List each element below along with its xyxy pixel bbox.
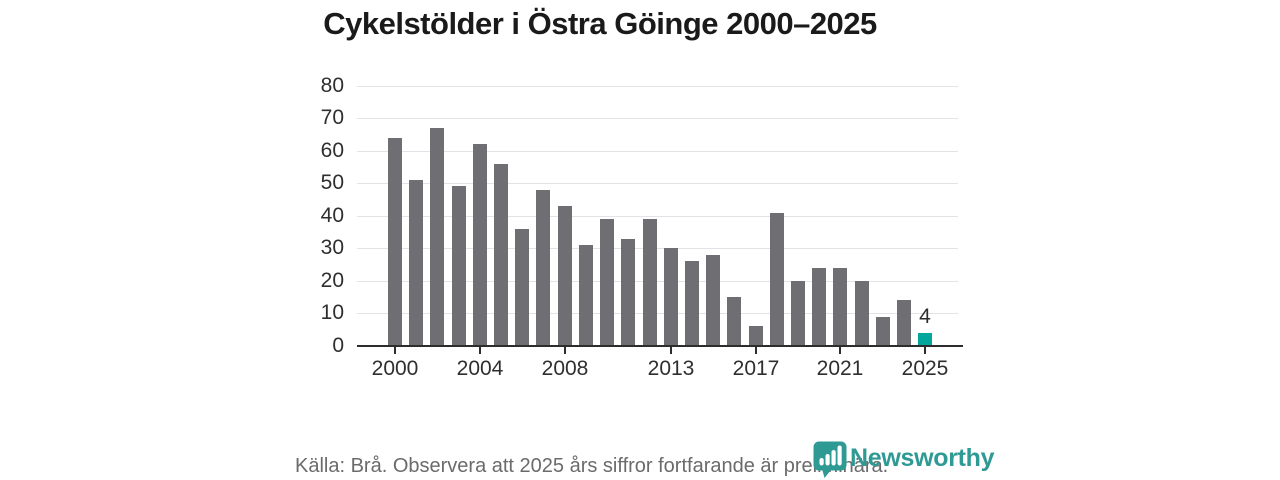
newsworthy-pin-barchart-icon xyxy=(813,441,847,478)
bar-2012 xyxy=(643,219,657,346)
newsworthy-logo-text: Newsworthy xyxy=(850,444,995,472)
x-axis-tick xyxy=(564,347,566,354)
bar-2018 xyxy=(770,213,784,346)
bar-2010 xyxy=(600,219,614,346)
bar-2001 xyxy=(409,180,423,346)
gridline-y10 xyxy=(357,313,958,314)
bar-2000 xyxy=(388,138,402,346)
gridline-y30 xyxy=(357,248,958,249)
x-axis-tick xyxy=(755,347,757,354)
source-note: Källa: Brå. Observera att 2025 års siffr… xyxy=(295,455,889,477)
bar-2006 xyxy=(515,229,529,346)
y-axis-tick-label: 60 xyxy=(320,139,344,162)
y-axis-tick-label: 50 xyxy=(320,171,344,194)
bar-2017 xyxy=(749,326,763,346)
x-axis-line xyxy=(357,345,963,347)
bar-2005 xyxy=(494,164,508,346)
x-axis-tick xyxy=(839,347,841,354)
gridline-y20 xyxy=(357,281,958,282)
bar-2013 xyxy=(664,248,678,346)
bar-2024 xyxy=(897,300,911,346)
x-axis-tick xyxy=(479,347,481,354)
y-axis-tick-label: 0 xyxy=(332,334,344,357)
bar-2019 xyxy=(791,281,805,346)
y-axis-tick-label: 10 xyxy=(320,301,344,324)
gridline-y50 xyxy=(357,183,958,184)
bar-2011 xyxy=(621,239,635,346)
x-axis-tick-label: 2000 xyxy=(371,357,419,380)
x-axis-tick-label: 2013 xyxy=(647,357,695,380)
x-axis-tick xyxy=(394,347,396,354)
bar-2004 xyxy=(473,144,487,346)
y-axis-tick-label: 70 xyxy=(320,106,344,129)
y-axis-tick-label: 30 xyxy=(320,236,344,259)
gridline-y80 xyxy=(357,86,958,87)
newsworthy-logo: Newsworthy xyxy=(813,441,995,479)
bar-2021 xyxy=(833,268,847,346)
x-axis-tick-label: 2021 xyxy=(816,357,864,380)
bar-2009 xyxy=(579,245,593,346)
bar-2003 xyxy=(452,186,466,346)
gridline-y70 xyxy=(357,118,958,119)
bar-2015 xyxy=(706,255,720,346)
bar-2022 xyxy=(855,281,869,346)
x-axis-tick-label: 2017 xyxy=(732,357,780,380)
x-axis-tick-label: 2025 xyxy=(901,357,949,380)
bar-2008 xyxy=(558,206,572,346)
x-axis-tick-label: 2008 xyxy=(541,357,589,380)
highlight-value-label: 4 xyxy=(919,305,931,328)
x-axis-tick-label: 2004 xyxy=(456,357,504,380)
chart-title: Cykelstölder i Östra Göinge 2000–2025 xyxy=(323,6,877,41)
bar-2002 xyxy=(430,128,444,346)
bar-2014 xyxy=(685,261,699,346)
bar-2007 xyxy=(536,190,550,346)
bar-2020 xyxy=(812,268,826,346)
y-axis-tick-label: 80 xyxy=(320,74,344,97)
y-axis-tick-label: 40 xyxy=(320,204,344,227)
x-axis-tick xyxy=(670,347,672,354)
bar-2023 xyxy=(876,317,890,346)
bar-2016 xyxy=(727,297,741,346)
bar-2025 xyxy=(918,333,932,346)
gridline-y60 xyxy=(357,151,958,152)
gridline-y40 xyxy=(357,216,958,217)
y-axis-tick-label: 20 xyxy=(320,269,344,292)
x-axis-tick xyxy=(924,347,926,354)
